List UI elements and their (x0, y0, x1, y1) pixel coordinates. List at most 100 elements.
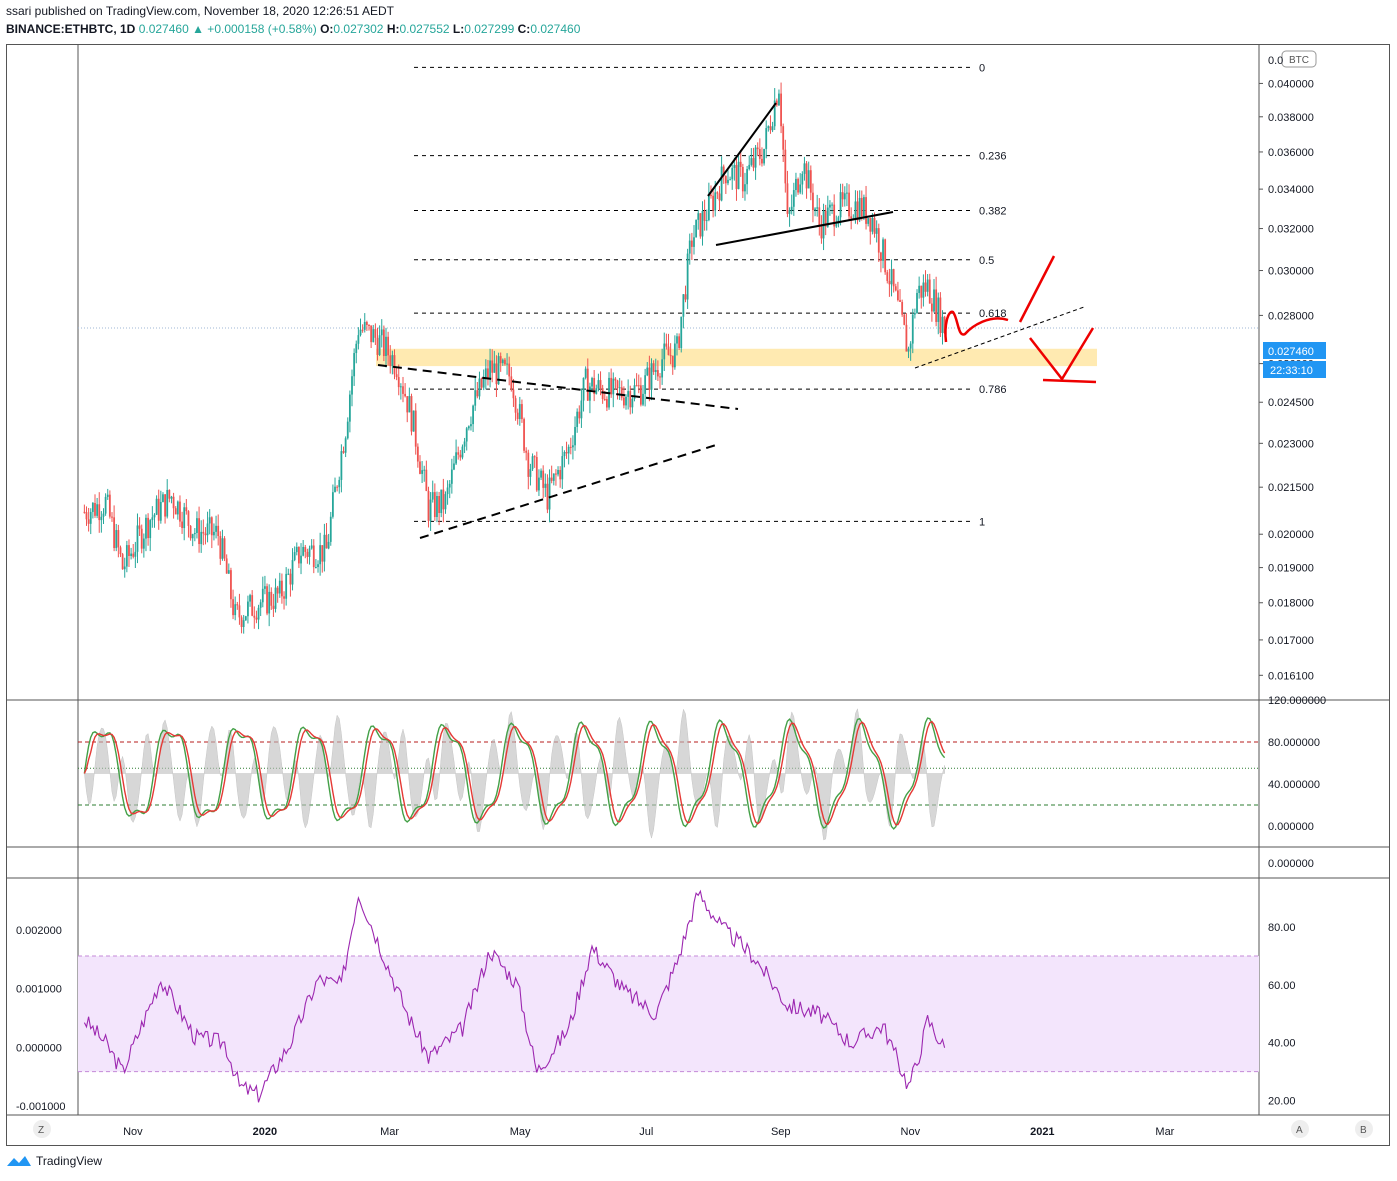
candle-body[interactable] (922, 282, 925, 298)
candle-body[interactable] (574, 426, 576, 446)
candle-body[interactable] (467, 426, 470, 429)
candle-body[interactable] (215, 525, 217, 532)
candle-body[interactable] (344, 438, 347, 453)
currency-badge[interactable]: BTC (1281, 50, 1317, 68)
candle-body[interactable] (251, 595, 254, 616)
candle-body[interactable] (310, 545, 313, 549)
candle-body[interactable] (493, 363, 496, 373)
candle-body[interactable] (465, 428, 468, 442)
candle-body[interactable] (814, 208, 816, 211)
candle-body[interactable] (342, 451, 345, 453)
candle-body[interactable] (663, 343, 666, 360)
candle-body[interactable] (408, 396, 411, 413)
candle-body[interactable] (136, 525, 139, 552)
candle-body[interactable] (448, 483, 451, 488)
candle-body[interactable] (557, 469, 559, 475)
candle-body[interactable] (193, 532, 196, 535)
candle-body[interactable] (393, 355, 396, 375)
candle-body[interactable] (627, 391, 630, 397)
candle-body[interactable] (321, 545, 324, 562)
symbol-label[interactable]: BINANCE:ETHBTC, 1D (6, 22, 136, 36)
candle-body[interactable] (278, 580, 281, 594)
candle-body[interactable] (436, 496, 438, 518)
candle-body[interactable] (637, 385, 640, 387)
candle-body[interactable] (389, 355, 392, 367)
thin-rising-dashed-line[interactable] (914, 306, 1085, 369)
candle-body[interactable] (113, 517, 116, 549)
candle-body[interactable] (181, 521, 183, 529)
candle-body[interactable] (157, 498, 160, 521)
candle-body[interactable] (312, 545, 315, 568)
candle-body[interactable] (365, 322, 368, 326)
candle-body[interactable] (247, 601, 249, 617)
candle-body[interactable] (370, 325, 373, 343)
candle-body[interactable] (843, 193, 846, 200)
candle-body[interactable] (306, 551, 309, 557)
candle-body[interactable] (707, 195, 710, 221)
candle-body[interactable] (935, 289, 938, 322)
candle-body[interactable] (786, 183, 789, 214)
candle-body[interactable] (714, 192, 717, 211)
chart-frame[interactable] (6, 44, 1390, 1146)
candle-body[interactable] (402, 386, 404, 394)
candle-body[interactable] (482, 377, 485, 388)
candle-body[interactable] (495, 363, 498, 385)
candle-body[interactable] (856, 201, 859, 221)
candle-body[interactable] (710, 195, 712, 197)
candle-body[interactable] (722, 166, 725, 177)
candle-body[interactable] (416, 446, 419, 462)
candle-body[interactable] (671, 355, 674, 368)
candle-body[interactable] (552, 473, 555, 481)
candle-body[interactable] (642, 393, 644, 405)
candle-body[interactable] (580, 400, 583, 419)
candle-body[interactable] (695, 219, 698, 238)
candle-body[interactable] (839, 192, 842, 218)
candle-body[interactable] (406, 396, 409, 413)
candle-body[interactable] (162, 494, 164, 502)
candle-body[interactable] (300, 555, 302, 564)
candle-body[interactable] (612, 378, 615, 395)
candle-body[interactable] (421, 470, 424, 474)
candle-body[interactable] (172, 496, 175, 509)
candle-body[interactable] (741, 167, 744, 192)
candle-body[interactable] (225, 558, 228, 574)
candle-body[interactable] (799, 184, 802, 193)
candle-body[interactable] (669, 355, 672, 357)
candle-body[interactable] (780, 93, 782, 127)
candle-body[interactable] (380, 329, 383, 336)
candle-body[interactable] (918, 285, 921, 293)
candle-body[interactable] (686, 253, 689, 300)
candle-body[interactable] (149, 520, 152, 539)
candle-body[interactable] (210, 517, 213, 536)
candle-body[interactable] (304, 546, 307, 552)
candle-body[interactable] (459, 454, 462, 458)
candle-body[interactable] (457, 452, 460, 455)
candle-body[interactable] (826, 207, 829, 227)
candle-body[interactable] (189, 525, 192, 539)
candle-body[interactable] (410, 396, 413, 432)
candle-body[interactable] (518, 404, 521, 420)
descending-dashed-line[interactable] (377, 364, 739, 410)
candle-body[interactable] (346, 421, 349, 439)
candle-body[interactable] (242, 620, 245, 627)
candle-body[interactable] (153, 514, 156, 518)
candle-body[interactable] (395, 374, 398, 378)
candle-body[interactable] (540, 470, 542, 478)
candle-body[interactable] (376, 337, 379, 355)
candle-body[interactable] (920, 285, 923, 298)
candle-body[interactable] (639, 385, 642, 405)
candle-body[interactable] (629, 391, 632, 408)
candle-body[interactable] (784, 149, 787, 184)
candle-body[interactable] (646, 367, 649, 376)
candle-body[interactable] (106, 494, 109, 497)
candle-body[interactable] (446, 487, 449, 495)
candle-body[interactable] (427, 490, 430, 521)
candle-body[interactable] (145, 517, 147, 539)
candle-body[interactable] (276, 587, 279, 594)
candle-body[interactable] (314, 567, 317, 569)
candle-body[interactable] (102, 513, 105, 517)
candle-body[interactable] (673, 343, 676, 368)
candle-body[interactable] (894, 286, 897, 291)
candle-body[interactable] (87, 519, 90, 524)
